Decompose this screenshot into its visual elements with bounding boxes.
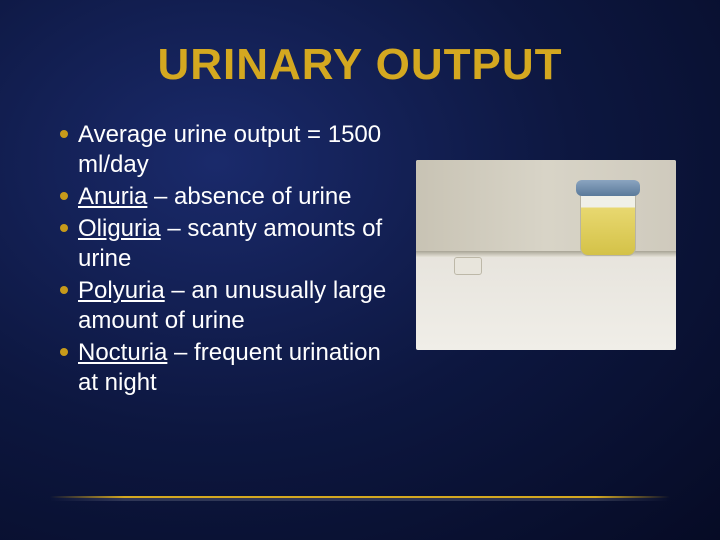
bullet-term: Anuria (78, 183, 147, 210)
specimen-cup-lid (576, 180, 640, 196)
toilet-tank-edge (416, 251, 676, 257)
bullet-item: Polyuria – an unusually large amount of … (60, 276, 400, 336)
bullet-item: Oliguria – scanty amounts of urine (60, 214, 400, 274)
bullet-term: Polyuria (78, 277, 165, 304)
bullet-item: Anuria – absence of urine (60, 182, 400, 212)
bullet-item: Nocturia – frequent urination at night (60, 338, 400, 398)
image-area (412, 120, 680, 400)
flush-button-graphic (454, 257, 482, 275)
specimen-cup (580, 188, 636, 256)
slide-divider (50, 496, 670, 498)
content-row: Average urine output = 1500 ml/day Anuria… (0, 100, 720, 400)
slide-title: URINARY OUTPUT (0, 0, 720, 100)
toilet-tank-top (416, 160, 676, 255)
bullet-item: Average urine output = 1500 ml/day (60, 120, 400, 180)
bullet-text: – absence of urine (147, 183, 351, 210)
bullet-term: Oliguria (78, 215, 161, 242)
bullet-list: Average urine output = 1500 ml/day Anuria… (60, 120, 400, 400)
bullet-text: Average urine output = 1500 ml/day (78, 121, 381, 178)
bullet-term: Nocturia (78, 339, 167, 366)
sample-photo (416, 160, 676, 350)
